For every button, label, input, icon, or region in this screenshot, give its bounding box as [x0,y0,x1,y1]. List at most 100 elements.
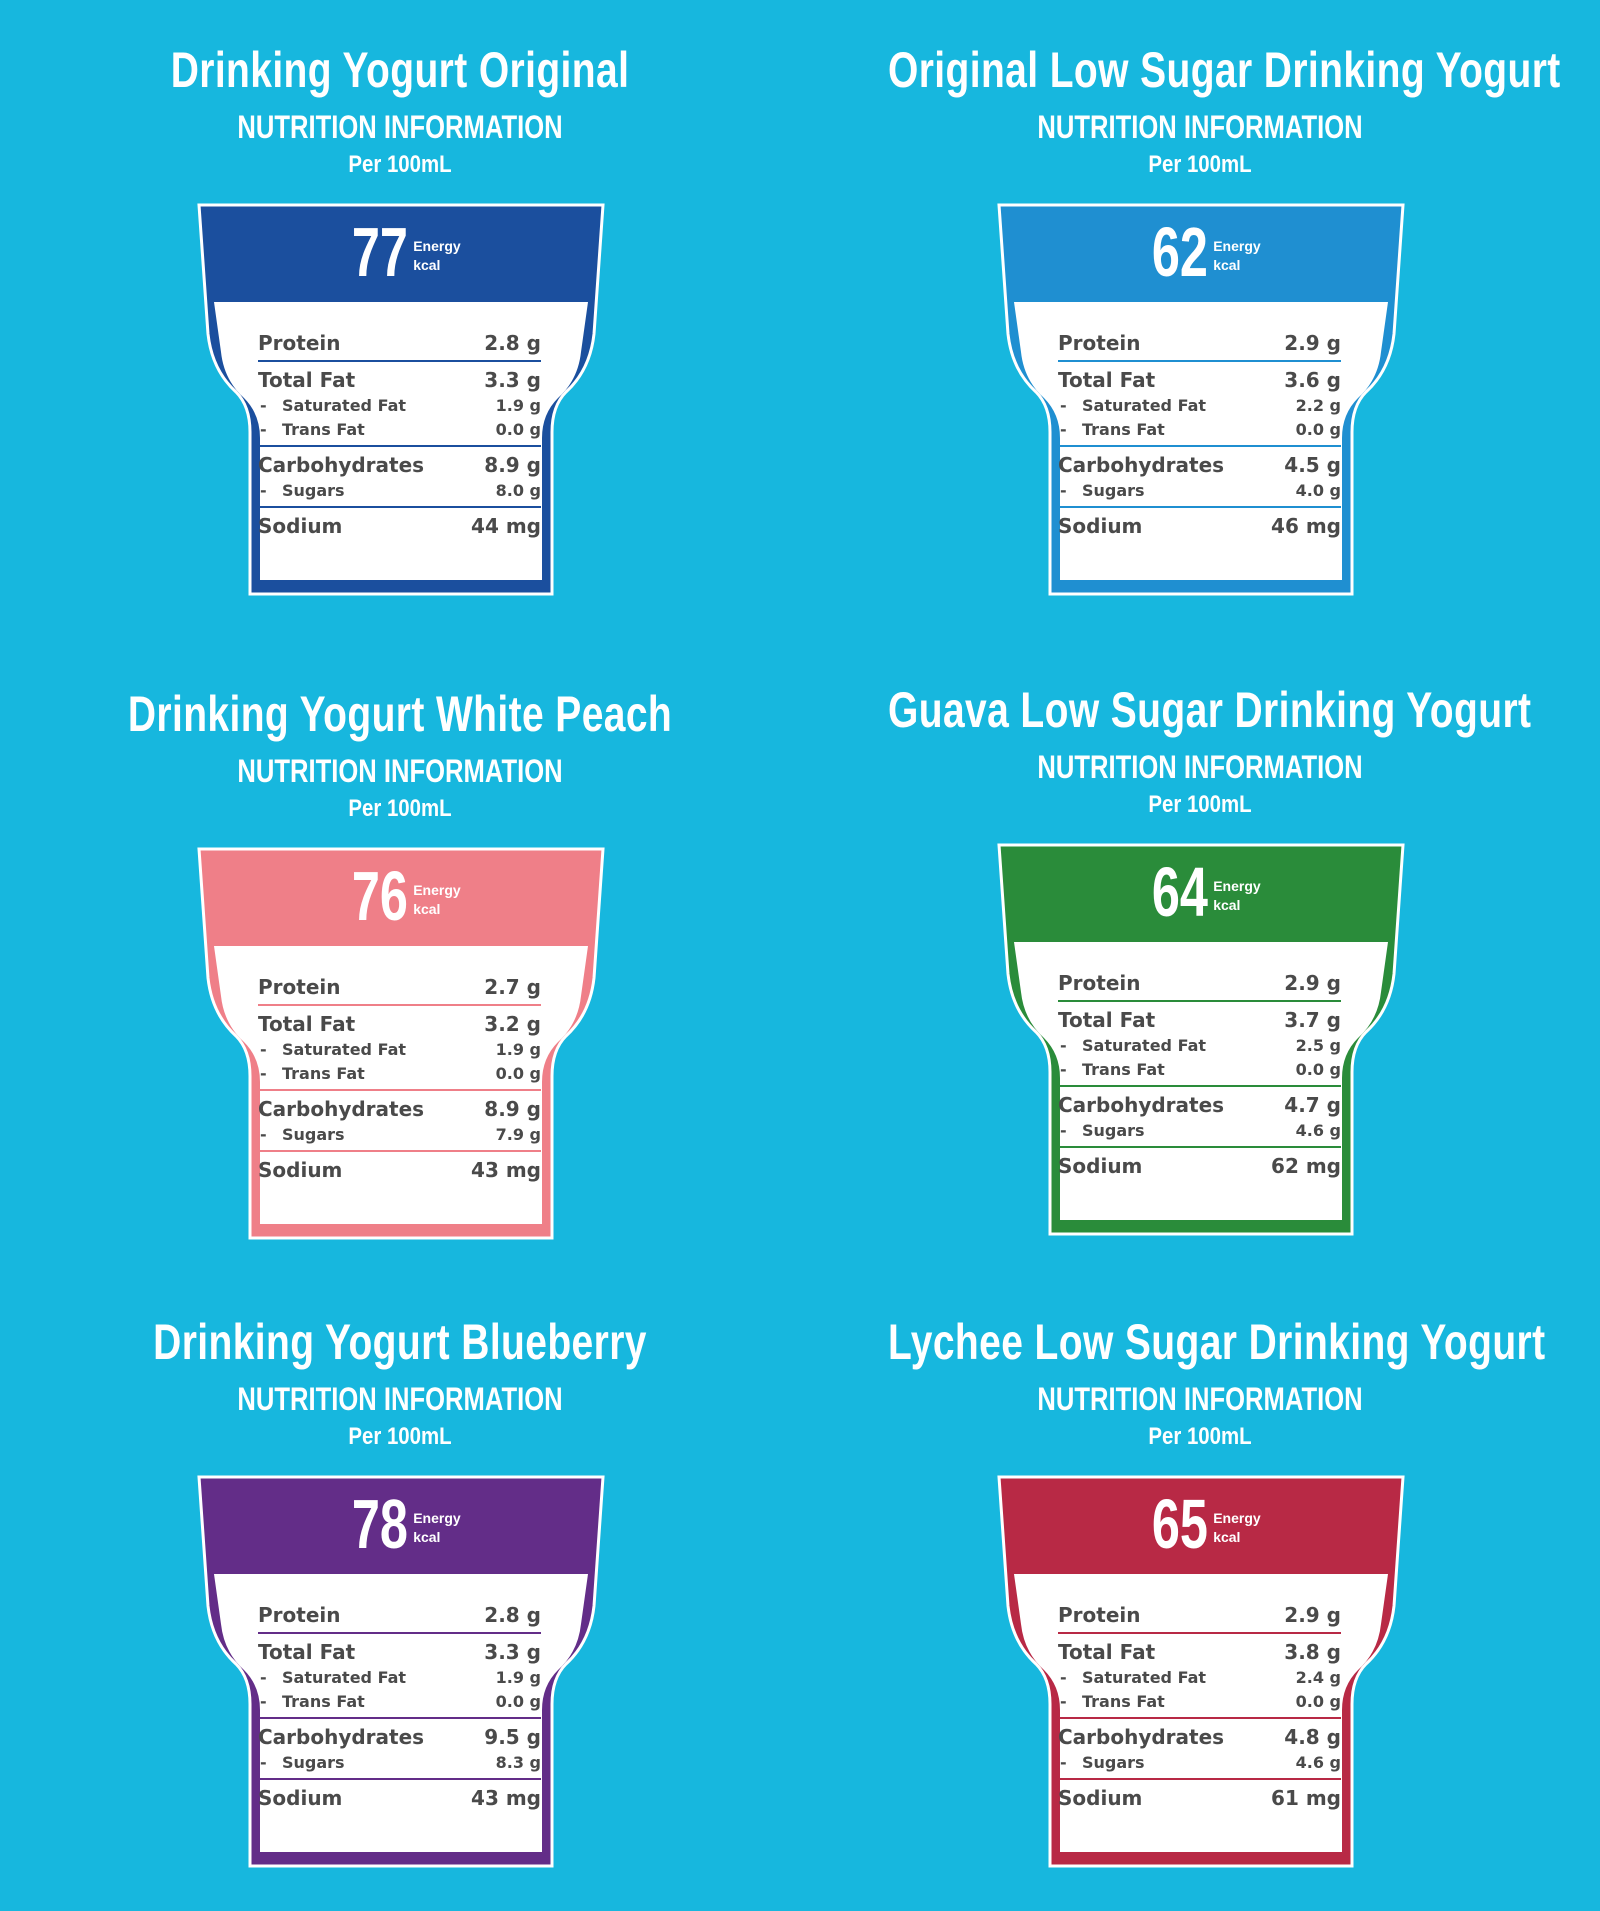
saturated-fat-label: Saturated Fat [1058,1666,1206,1690]
sodium-row: Sodium 61 mg [1058,1784,1341,1812]
sodium-row: Sodium 62 mg [1058,1152,1341,1180]
protein-label: Protein [258,1603,341,1627]
nutrition-heading: NUTRITION INFORMATION [1037,1381,1363,1417]
total-fat-value: 3.8 g [1284,1640,1341,1664]
carbohydrates-value: 4.5 g [1284,453,1341,477]
trans-fat-value: 0.0 g [495,420,541,439]
total-fat-value: 3.3 g [484,1640,541,1664]
divider [1058,506,1341,508]
saturated-fat-row: Saturated Fat 2.4 g [1058,1666,1341,1690]
nutrition-heading: NUTRITION INFORMATION [1037,749,1363,785]
sugars-row: Sugars 4.6 g [1058,1751,1341,1775]
trans-fat-label: Trans Fat [1058,1058,1165,1082]
energy-label-group: Energy kcal [1213,237,1260,275]
energy-value: 76 [352,857,409,935]
energy-label: Energy [1213,878,1261,894]
trans-fat-label: Trans Fat [1058,418,1165,442]
divider [1058,360,1341,362]
protein-label: Protein [1058,971,1141,995]
product-panel: Original Low Sugar Drinking Yogurt NUTRI… [800,8,1600,639]
trans-fat-label: Trans Fat [258,1062,365,1086]
product-title: Drinking Yogurt Original [170,42,630,98]
sodium-value: 43 mg [471,1786,541,1810]
total-fat-label: Total Fat [258,1012,356,1036]
energy-label-group: Energy kcal [413,1509,460,1547]
sugars-label: Sugars [258,1123,345,1147]
nutrition-cup: 65 Energy kcal Protein 2.9 g Total Fat 3… [996,1474,1406,1868]
total-fat-value: 3.3 g [484,368,541,392]
sodium-row: Sodium 43 mg [258,1784,541,1812]
trans-fat-value: 0.0 g [495,1064,541,1083]
carbohydrates-label: Carbohydrates [1058,1725,1225,1749]
protein-row: Protein 2.7 g [258,973,541,1001]
serving-basis: Per 100mL [348,795,452,822]
total-fat-label: Total Fat [258,1640,356,1664]
carbohydrates-row: Carbohydrates 8.9 g [258,451,541,479]
energy-unit: kcal [413,1529,441,1545]
sugars-row: Sugars 8.3 g [258,1751,541,1775]
serving-basis: Per 100mL [348,151,452,178]
total-fat-value: 3.6 g [1284,368,1341,392]
saturated-fat-label: Saturated Fat [1058,1034,1206,1058]
protein-value: 2.8 g [484,1603,541,1627]
total-fat-row: Total Fat 3.2 g [258,1010,541,1038]
sugars-label: Sugars [1058,479,1145,503]
saturated-fat-row: Saturated Fat 2.2 g [1058,394,1341,418]
protein-label: Protein [258,975,341,999]
trans-fat-row: Trans Fat 0.0 g [258,1062,541,1086]
sugars-label: Sugars [258,479,345,503]
divider [1058,1717,1341,1719]
product-title: Original Low Sugar Drinking Yogurt [888,42,1561,98]
total-fat-label: Total Fat [1058,1640,1156,1664]
serving-basis: Per 100mL [1148,1423,1252,1450]
sugars-value: 4.6 g [1295,1121,1341,1140]
sodium-value: 62 mg [1271,1154,1341,1178]
protein-value: 2.9 g [1284,971,1341,995]
trans-fat-row: Trans Fat 0.0 g [258,1690,541,1714]
sugars-value: 4.0 g [1295,481,1341,500]
divider [1058,1778,1341,1780]
trans-fat-label: Trans Fat [1058,1690,1165,1714]
sugars-value: 4.6 g [1295,1753,1341,1772]
sugars-value: 8.3 g [495,1753,541,1772]
energy-unit: kcal [1213,1529,1241,1545]
sodium-row: Sodium 44 mg [258,512,541,540]
energy-label-group: Energy kcal [1213,1509,1260,1547]
energy-label: Energy [1213,1510,1261,1526]
divider [258,506,541,508]
divider [258,1004,541,1006]
saturated-fat-row: Saturated Fat 1.9 g [258,1666,541,1690]
product-panel: Drinking Yogurt Original NUTRITION INFOR… [0,8,800,639]
trans-fat-value: 0.0 g [1295,1060,1341,1079]
sugars-label: Sugars [1058,1751,1145,1775]
nutrition-heading: NUTRITION INFORMATION [237,1381,563,1417]
energy-display: 76 Energy kcal [196,856,606,936]
nutrition-table: Protein 2.9 g Total Fat 3.8 g Saturated … [1058,1601,1341,1812]
energy-display: 78 Energy kcal [196,1484,606,1564]
trans-fat-value: 0.0 g [1295,420,1341,439]
nutrition-cup: 62 Energy kcal Protein 2.9 g Total Fat 3… [996,202,1406,596]
energy-value: 78 [352,1485,409,1563]
protein-row: Protein 2.9 g [1058,329,1341,357]
sodium-row: Sodium 46 mg [1058,512,1341,540]
carbohydrates-row: Carbohydrates 8.9 g [258,1095,541,1123]
energy-unit: kcal [1213,257,1241,273]
nutrition-table: Protein 2.9 g Total Fat 3.7 g Saturated … [1058,969,1341,1180]
nutrition-table: Protein 2.7 g Total Fat 3.2 g Saturated … [258,973,541,1184]
carbohydrates-label: Carbohydrates [258,453,425,477]
sodium-label: Sodium [1058,514,1143,538]
total-fat-label: Total Fat [1058,368,1156,392]
sodium-label: Sodium [258,1158,343,1182]
sugars-row: Sugars 4.0 g [1058,479,1341,503]
energy-unit: kcal [1213,897,1241,913]
carbohydrates-value: 8.9 g [484,1097,541,1121]
saturated-fat-label: Saturated Fat [1058,394,1206,418]
trans-fat-row: Trans Fat 0.0 g [1058,1690,1341,1714]
saturated-fat-row: Saturated Fat 1.9 g [258,394,541,418]
carbohydrates-value: 4.7 g [1284,1093,1341,1117]
energy-value: 64 [1152,853,1209,931]
nutrition-heading: NUTRITION INFORMATION [237,753,563,789]
product-panel: Drinking Yogurt Blueberry NUTRITION INFO… [0,1280,800,1911]
sodium-value: 61 mg [1271,1786,1341,1810]
product-title: Drinking Yogurt Blueberry [153,1314,647,1370]
